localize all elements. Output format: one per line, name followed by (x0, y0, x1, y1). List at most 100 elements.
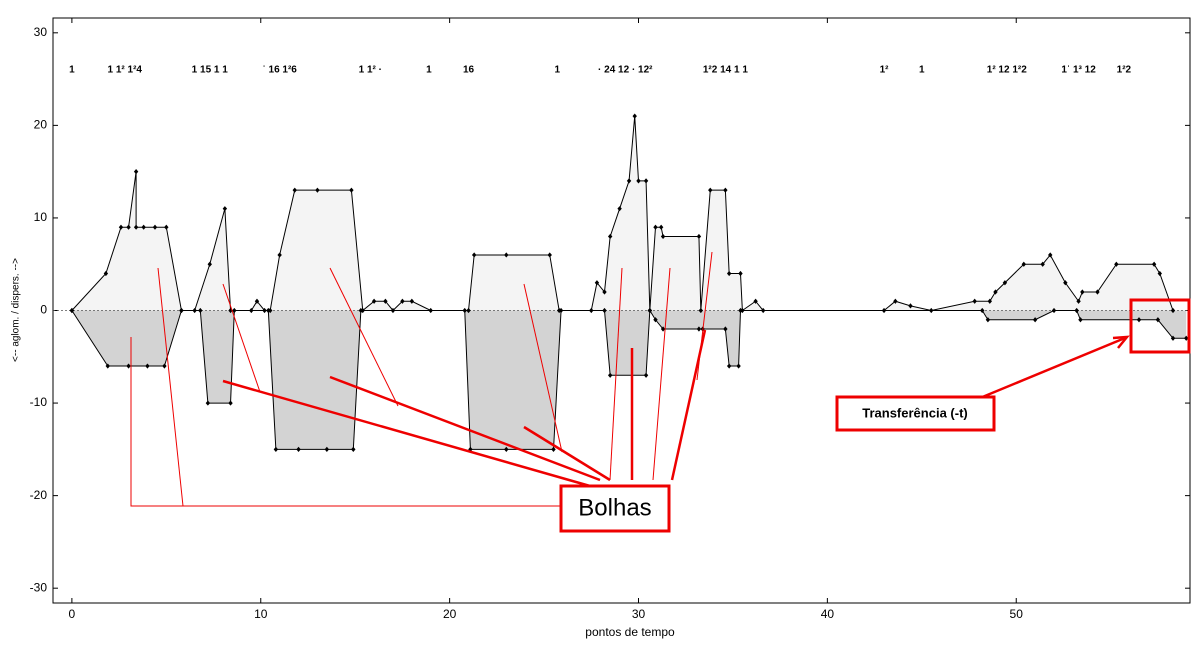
top-label: 1 (555, 64, 561, 75)
callout-text: Bolhas (578, 494, 651, 521)
point (504, 446, 509, 452)
x-tick-label: 20 (443, 607, 457, 621)
y-tick-label: -20 (30, 488, 48, 502)
point (602, 289, 607, 295)
point (1095, 289, 1100, 295)
point (141, 224, 146, 230)
point (985, 317, 991, 323)
point (547, 252, 552, 258)
top-label: 1 15 1 1 (192, 64, 229, 75)
point (228, 400, 233, 406)
point (126, 363, 131, 369)
point (660, 233, 666, 240)
point (152, 224, 158, 230)
point (1114, 261, 1119, 267)
point (658, 224, 664, 230)
point (558, 307, 564, 314)
point (232, 307, 237, 314)
top-label: 1²2 14 1 1 (703, 64, 748, 75)
point (753, 298, 758, 304)
point (636, 178, 641, 184)
point (1170, 335, 1176, 341)
point (594, 280, 600, 286)
point (696, 326, 702, 332)
point (738, 307, 743, 314)
point (1155, 317, 1161, 323)
point (726, 270, 732, 277)
point (551, 446, 556, 452)
point (324, 446, 330, 452)
point (462, 307, 467, 314)
point (1157, 270, 1162, 277)
area (71, 310, 1187, 450)
top-label: 1 (69, 64, 75, 75)
point (400, 298, 405, 304)
point (698, 307, 704, 314)
point (103, 270, 109, 277)
point (207, 261, 212, 267)
point (222, 206, 228, 212)
point (145, 363, 150, 369)
point (660, 326, 666, 332)
point (653, 317, 658, 323)
callout-arrows (222, 329, 1130, 488)
point (1080, 289, 1085, 295)
point (1021, 261, 1026, 267)
point (164, 224, 169, 230)
point (133, 224, 139, 230)
top-label: 1 1² 1²4 (108, 64, 143, 75)
y-tick-label: 20 (34, 118, 48, 132)
x-tick-label: 0 (69, 607, 76, 621)
point (723, 187, 728, 193)
point (466, 307, 471, 314)
y-tick-label: 0 (40, 303, 47, 317)
point (162, 363, 167, 369)
point (254, 298, 260, 304)
point (1151, 261, 1157, 267)
y-tick-label: -10 (30, 395, 48, 409)
point (409, 298, 415, 304)
point (273, 446, 279, 452)
top-label: 1²2 (1117, 64, 1132, 75)
point (292, 187, 297, 193)
top-label: 16 (463, 64, 475, 75)
callout-box (559, 484, 671, 533)
y-tick-label: 10 (34, 210, 48, 224)
point (468, 446, 473, 452)
point (607, 372, 613, 378)
point (296, 446, 301, 452)
point (1136, 317, 1142, 323)
y-axis-label: <-- aglom. / dispers. --> (11, 258, 22, 362)
point (893, 298, 898, 304)
point (1078, 317, 1083, 323)
top-label: 1 (426, 64, 432, 75)
point (205, 400, 211, 406)
point (617, 206, 622, 212)
callout-box (835, 395, 996, 432)
y-tick-label: 30 (34, 25, 48, 39)
x-axis-label: pontos de tempo (585, 625, 675, 639)
point (349, 187, 354, 193)
point (602, 307, 607, 314)
point (643, 178, 649, 184)
x-tick-label: 50 (1010, 607, 1024, 621)
point (726, 363, 732, 369)
point (266, 307, 271, 314)
point (1051, 307, 1057, 314)
point (371, 298, 377, 304)
area (71, 116, 1174, 311)
point (504, 252, 509, 258)
point (908, 303, 913, 309)
point (133, 169, 139, 175)
point (471, 252, 477, 258)
point (647, 307, 653, 314)
point (993, 289, 998, 295)
point (179, 307, 184, 314)
point (118, 224, 124, 230)
top-label: ˈ 16 1²6 (262, 64, 297, 75)
x-tick-label: 10 (254, 607, 268, 621)
point (626, 178, 632, 184)
highlight-box (1129, 298, 1191, 354)
point (696, 233, 702, 240)
top-label: 1ˈ 1³ 12 (1061, 64, 1096, 75)
